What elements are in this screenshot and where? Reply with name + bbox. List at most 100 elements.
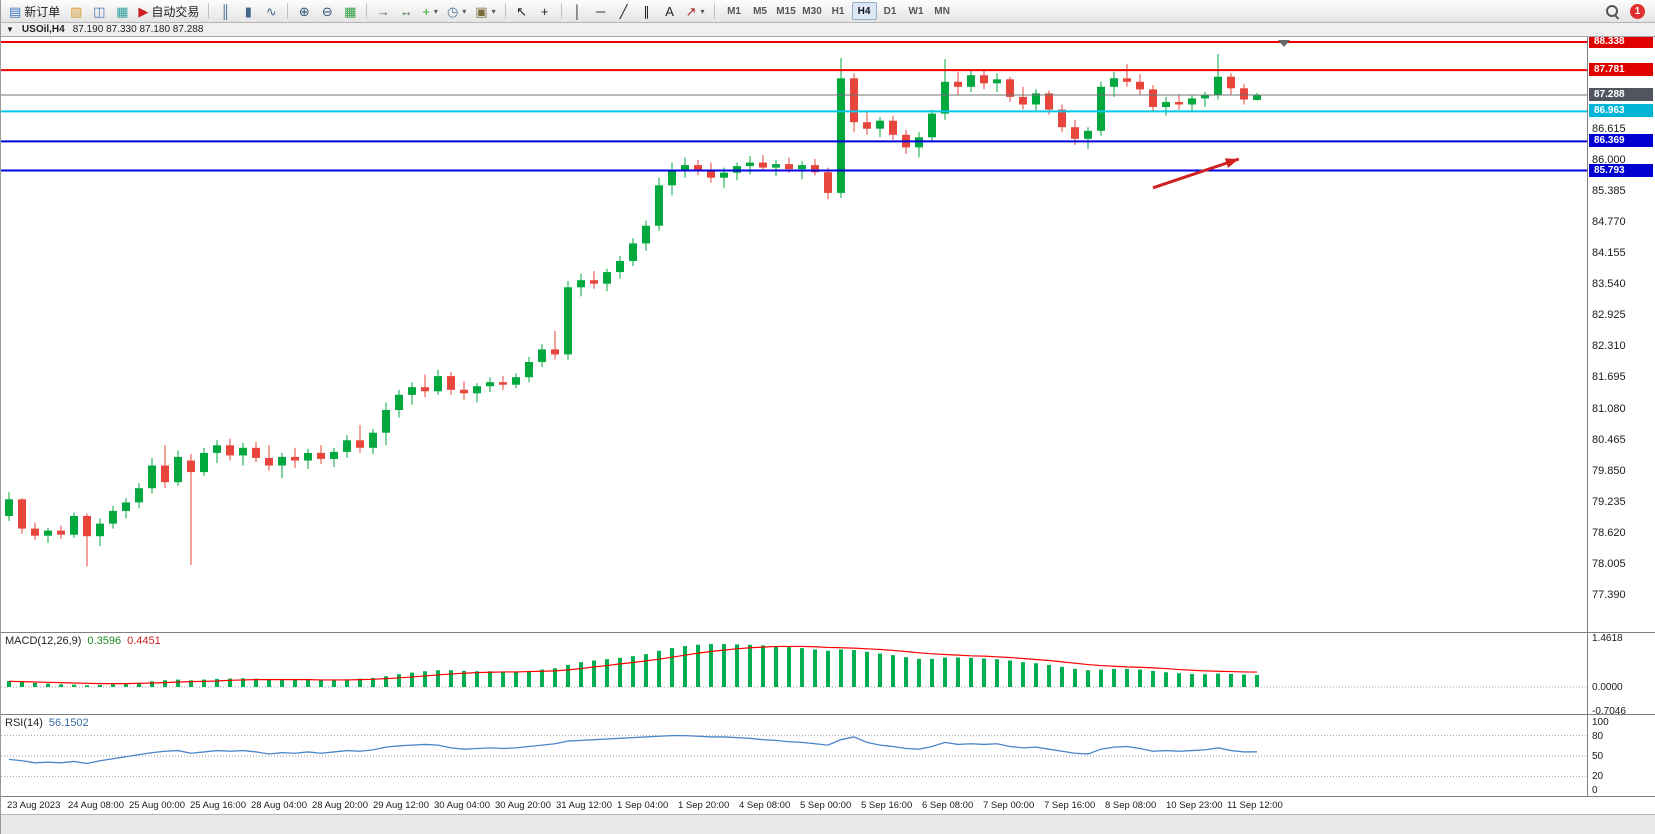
timeframe-m30-button[interactable]: M30 — [800, 2, 825, 20]
market-watch-button[interactable]: ▧ — [65, 1, 87, 21]
vertical-line-icon: │ — [573, 3, 582, 19]
macd-value-signal: 0.4451 — [127, 635, 161, 647]
navigator-icon: ◫ — [93, 3, 106, 19]
time-axis-label: 30 Aug 04:00 — [434, 800, 490, 811]
auto-scroll-button[interactable]: → — [372, 1, 394, 21]
line-chart-icon: ∿ — [265, 3, 277, 19]
timeframe-m15-button[interactable]: M15 — [774, 2, 799, 20]
timeframe-h1-button[interactable]: H1 — [826, 2, 851, 20]
timeframe-group: M1 M5 M15 M30 H1 H4 D1 W1 MN — [722, 2, 955, 20]
timeframe-mn-button[interactable]: MN — [930, 2, 955, 20]
dropdown-caret-icon: ▾ — [491, 6, 496, 16]
time-axis-label: 11 Sep 12:00 — [1227, 800, 1283, 811]
price-axis[interactable]: 86.615 86.000 85.385 84.770 84.155 83.540 82.9… — [1587, 37, 1655, 796]
rsi-axis-label: 80 — [1592, 730, 1604, 742]
bar-chart-icon: ║ — [220, 3, 230, 19]
macd-canvas[interactable] — [1, 632, 1587, 714]
time-axis-label: 7 Sep 00:00 — [983, 800, 1035, 811]
time-axis-label: 23 Aug 2023 — [7, 800, 61, 811]
rsi-canvas[interactable] — [1, 714, 1587, 796]
time-axis-label: 7 Sep 16:00 — [1044, 800, 1096, 811]
zoom-out-button[interactable]: ⊖ — [316, 1, 338, 21]
terminal-button[interactable]: ▦ — [111, 1, 133, 21]
price-axis-label: 77.390 — [1592, 588, 1626, 601]
price-axis-label: 79.850 — [1592, 464, 1626, 477]
toolbar-right: 1 — [1602, 1, 1651, 21]
price-axis-label: 79.235 — [1592, 495, 1626, 508]
rsi-axis-label: 100 — [1592, 717, 1609, 728]
timeframe-h4-button[interactable]: H4 — [851, 2, 877, 20]
timeframe-w1-button[interactable]: W1 — [904, 2, 929, 20]
timeframe-m5-button[interactable]: M5 — [748, 2, 773, 20]
crosshair-button[interactable]: + — [534, 1, 556, 21]
price-axis-label: 86.000 — [1592, 154, 1626, 166]
text-button[interactable]: A — [659, 1, 681, 21]
templates-icon: ▣ — [475, 3, 488, 19]
vertical-line-button[interactable]: │ — [567, 1, 589, 21]
channel-icon: ∥ — [643, 3, 650, 19]
chart-shift-marker-icon[interactable] — [1278, 40, 1290, 47]
zoom-in-icon: ⊕ — [298, 3, 310, 19]
price-chart-canvas[interactable] — [1, 37, 1587, 632]
price-axis-label: 82.310 — [1592, 340, 1626, 353]
horizontal-line-button[interactable]: ─ — [590, 1, 612, 21]
time-axis-label: 1 Sep 04:00 — [617, 800, 669, 811]
chart-titlebar: USOil,H4 87.190 87.330 87.180 87.288 — [1, 23, 1655, 37]
panel-separator[interactable] — [1, 714, 1655, 715]
time-axis[interactable]: 23 Aug 2023 24 Aug 08:00 25 Aug 00:00 25 Au… — [1, 796, 1655, 814]
timeframe-d1-button[interactable]: D1 — [878, 2, 903, 20]
zoom-in-button[interactable]: ⊕ — [293, 1, 315, 21]
channel-button[interactable]: ∥ — [636, 1, 658, 21]
time-axis-label: 25 Aug 16:00 — [190, 800, 246, 811]
arrow-objects-icon: ↗ — [685, 3, 697, 19]
toolbar-separator — [504, 3, 506, 19]
time-axis-label: 25 Aug 00:00 — [129, 800, 185, 811]
rsi-axis-label: 50 — [1592, 751, 1604, 762]
dropdown-caret-icon: ▾ — [433, 6, 438, 16]
notification-badge[interactable]: 1 — [1630, 3, 1645, 19]
periods-button[interactable]: ◷ ▾ — [443, 1, 470, 21]
one-click-trading-icon[interactable] — [6, 25, 14, 34]
macd-signal-line — [8, 645, 1258, 685]
clock-icon: ◷ — [446, 3, 459, 19]
new-order-button[interactable]: ▤ 新订单 — [5, 1, 64, 21]
text-icon: A — [665, 3, 674, 19]
timeframe-m1-button[interactable]: M1 — [722, 2, 747, 20]
dropdown-caret-icon: ▾ — [700, 6, 705, 16]
cursor-button[interactable]: ↖ — [511, 1, 533, 21]
time-axis-label: 28 Aug 04:00 — [251, 800, 307, 811]
panel-separator[interactable] — [1, 632, 1655, 633]
tile-windows-button[interactable]: ▦ — [339, 1, 361, 21]
price-tag: 86.963 — [1589, 104, 1653, 118]
navigator-button[interactable]: ◫ — [88, 1, 110, 21]
price-axis-label: 78.620 — [1592, 526, 1626, 539]
chart-shift-icon: ↔ — [399, 3, 413, 19]
dropdown-caret-icon: ▾ — [462, 6, 467, 16]
trendline-button[interactable]: ╱ — [613, 1, 635, 21]
time-axis-label: 24 Aug 08:00 — [68, 800, 124, 811]
bar-chart-button[interactable]: ║ — [214, 1, 236, 21]
price-axis-label: 81.695 — [1592, 371, 1626, 384]
auto-trading-button[interactable]: ▶ 自动交易 — [134, 1, 203, 21]
auto-trading-icon: ▶ — [138, 3, 149, 19]
time-axis-label: 6 Sep 08:00 — [922, 800, 974, 811]
templates-button[interactable]: ▣ ▾ — [471, 1, 499, 21]
price-tag: 86.369 — [1589, 134, 1653, 148]
arrows-button[interactable]: ↗ ▾ — [682, 1, 709, 21]
search-button[interactable] — [1602, 1, 1622, 21]
macd-name: MACD(12,26,9) — [5, 635, 82, 647]
new-order-button-label: 新订单 — [24, 4, 61, 19]
rsi-axis-label: 0 — [1592, 785, 1598, 796]
horizontal-lines-layer — [1, 41, 1587, 172]
price-tag: 88.338 — [1589, 37, 1653, 48]
trend-arrow-annotation[interactable] — [1152, 154, 1240, 190]
candlestick-chart-button[interactable]: ▮ — [237, 1, 259, 21]
indicators-button[interactable]: + ▾ — [418, 1, 442, 21]
auto-scroll-icon: → — [376, 3, 390, 19]
rsi-label: RSI(14) 56.1502 — [5, 717, 89, 729]
line-chart-button[interactable]: ∿ — [260, 1, 282, 21]
macd-axis-label: 1.4618 — [1592, 633, 1623, 644]
chart-shift-button[interactable]: ↔ — [395, 1, 417, 21]
rsi-line — [8, 734, 1258, 765]
rsi-value: 56.1502 — [48, 717, 89, 729]
